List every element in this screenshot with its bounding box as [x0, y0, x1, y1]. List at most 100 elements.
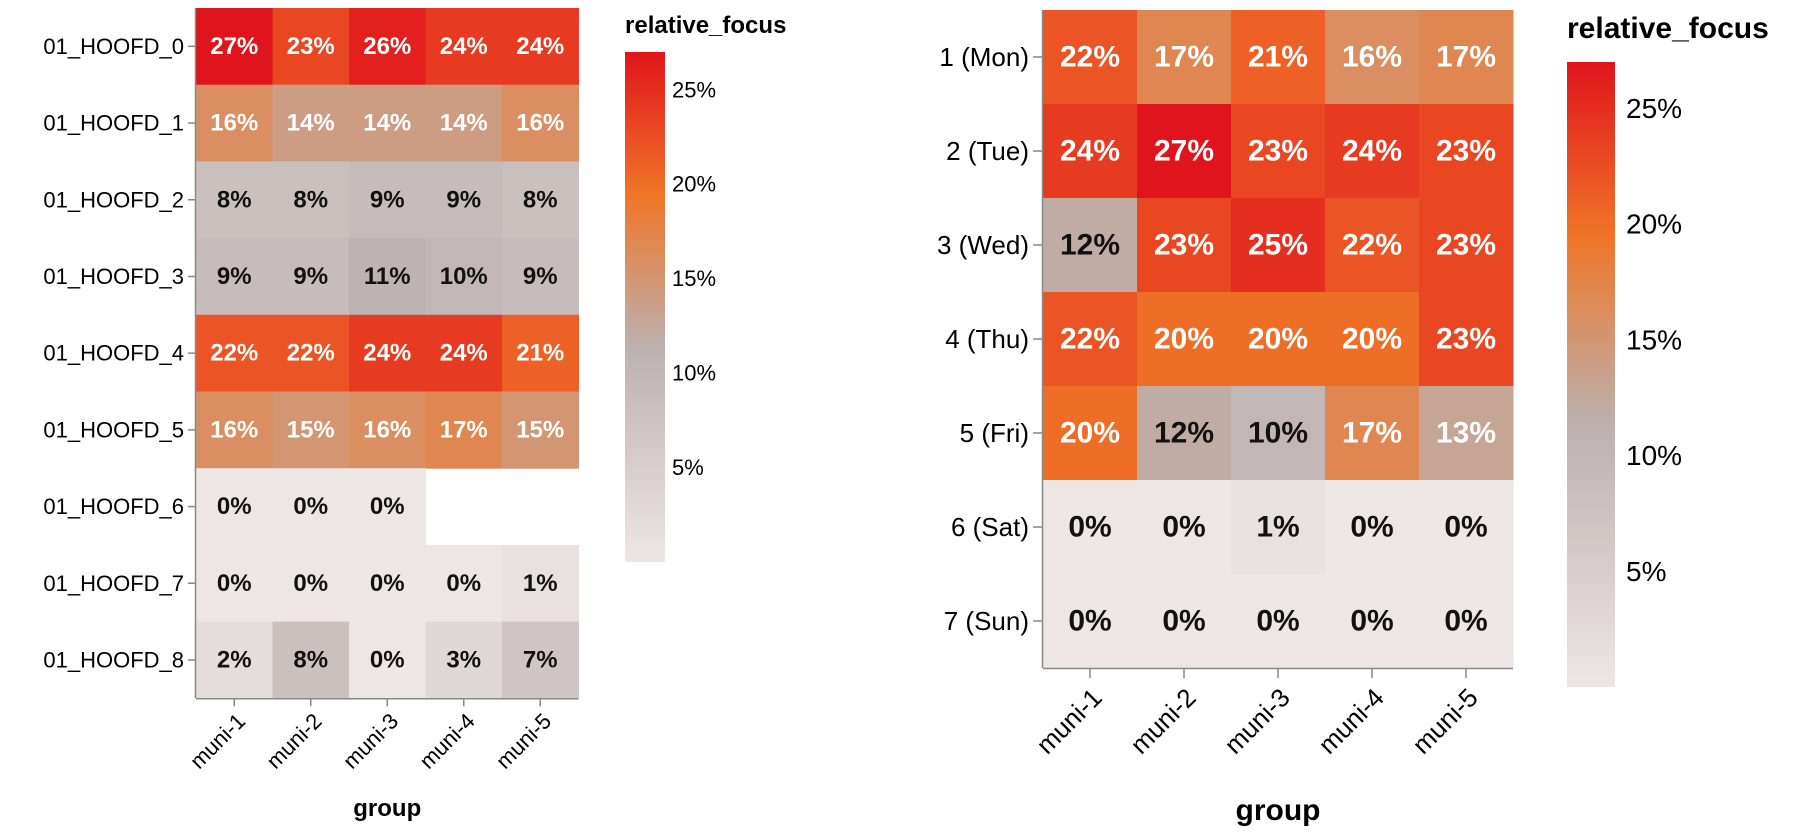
cell-value-label: 9% — [293, 263, 328, 290]
x-tick-label: muni-4 — [414, 708, 479, 773]
heatmap-cell — [1137, 386, 1232, 481]
heatmap-cell — [272, 391, 350, 469]
x-tick-label: muni-4 — [1312, 682, 1389, 759]
cell-value-label: 13% — [1436, 417, 1496, 450]
heatmap-cell — [425, 314, 503, 392]
heatmap-cell — [196, 161, 273, 239]
cell-value-label: 24% — [1342, 135, 1402, 168]
cell-value-label: 0% — [293, 570, 328, 597]
cell-value-label: 0% — [217, 493, 252, 520]
legend-title: relative_focus — [625, 12, 786, 39]
cell-value-label: 0% — [1162, 605, 1205, 638]
heatmap-cell — [196, 8, 273, 86]
heatmap-cell — [349, 314, 426, 392]
heatmap-cell — [272, 544, 350, 623]
heatmap-cell — [1137, 480, 1232, 575]
cell-value-label: 23% — [1436, 229, 1496, 262]
x-tick-label: muni-5 — [491, 708, 556, 773]
cell-value-label: 1% — [1256, 511, 1299, 544]
legend-tick-label: 15% — [1626, 324, 1682, 355]
legend-tick-label: 5% — [672, 455, 704, 480]
legend-color-ramp — [625, 52, 665, 562]
cell-value-label: 12% — [1060, 229, 1120, 262]
heatmap-cell — [1419, 198, 1514, 293]
y-tick-label: 01_HOOFD_5 — [43, 417, 184, 442]
y-tick-label: 1 (Mon) — [939, 42, 1029, 72]
y-tick-label: 01_HOOFD_0 — [43, 34, 184, 59]
cell-value-label: 8% — [523, 186, 558, 213]
cell-value-label: 9% — [217, 263, 252, 290]
cell-value-label: 2% — [217, 646, 252, 673]
cell-value-label: 20% — [1060, 417, 1120, 450]
heatmap-cell — [1137, 10, 1232, 105]
cell-value-label: 27% — [1154, 135, 1214, 168]
heatmap-cell — [196, 468, 273, 546]
heatmap-cell — [1325, 574, 1420, 669]
cell-value-label: 23% — [287, 33, 335, 60]
cell-value-label: 8% — [217, 186, 252, 213]
heatmap-cell — [1043, 198, 1138, 293]
heatmap-cell — [272, 238, 350, 316]
cell-value-label: 21% — [1248, 41, 1308, 74]
y-tick-label: 01_HOOFD_6 — [43, 494, 184, 519]
cell-value-label: 0% — [1256, 605, 1299, 638]
cell-value-label: 9% — [370, 186, 405, 213]
cell-value-label: 0% — [370, 493, 405, 520]
cell-value-label: 15% — [516, 416, 564, 443]
cell-value-label: 16% — [210, 416, 258, 443]
y-tick-label: 4 (Thu) — [945, 324, 1029, 354]
heatmap-cell — [1043, 292, 1138, 387]
heatmap-cell — [1419, 386, 1514, 481]
cell-value-label: 24% — [363, 340, 411, 367]
heatmap-cell — [349, 391, 426, 469]
cell-value-label: 23% — [1436, 135, 1496, 168]
heatmap-cell — [196, 84, 273, 162]
heatmap-cell — [1325, 480, 1420, 575]
cell-value-label: 17% — [1342, 417, 1402, 450]
cell-value-label: 11% — [364, 263, 411, 290]
heatmap-cell — [425, 161, 503, 239]
legend-tick-label: 5% — [1626, 556, 1666, 587]
heatmap-cell — [425, 8, 503, 86]
heatmap-cell — [196, 391, 273, 469]
cell-value-label: 14% — [287, 110, 335, 137]
cell-value-label: 25% — [1248, 229, 1308, 262]
heatmap-cell — [349, 8, 426, 86]
legend-color-ramp — [1567, 62, 1615, 687]
cell-value-label: 22% — [1060, 41, 1120, 74]
cell-value-label: 23% — [1248, 135, 1308, 168]
heatmap-cell — [1419, 480, 1514, 575]
heatmap-cell — [1419, 292, 1514, 387]
legend-tick-label: 10% — [1626, 440, 1682, 471]
x-tick-label: muni-1 — [1030, 682, 1107, 759]
cell-value-label: 14% — [440, 110, 488, 137]
y-tick-label: 01_HOOFD_7 — [43, 571, 184, 596]
cell-value-label: 23% — [1154, 229, 1214, 262]
heatmap-left: 27% 23% 26% 24% 24% 16% 14% 14% 14% 16% 8% 8% 9% 9% 8%… — [43, 8, 786, 822]
cell-value-label: 16% — [363, 416, 411, 443]
heatmap-cell — [1043, 386, 1138, 481]
cell-value-label: 0% — [1068, 605, 1111, 638]
heatmap-cell — [349, 238, 426, 316]
heatmap-cell — [272, 314, 350, 392]
heatmap-cell — [1043, 480, 1138, 575]
cell-value-label: 22% — [1060, 323, 1120, 356]
heatmap-cell — [502, 621, 579, 699]
x-axis-title: group — [353, 795, 421, 822]
heatmap-cell — [1043, 10, 1138, 105]
heatmap-cell — [1137, 292, 1232, 387]
cell-value-label: 0% — [1162, 511, 1205, 544]
y-tick-label: 7 (Sun) — [944, 606, 1029, 636]
cell-value-label: 3% — [446, 646, 481, 673]
cell-value-label: 16% — [516, 110, 564, 137]
y-tick-label: 5 (Fri) — [960, 418, 1029, 448]
heatmap-cell — [1137, 574, 1232, 669]
heatmap-cell — [502, 161, 579, 239]
cell-value-label: 9% — [446, 186, 481, 213]
legend-tick-label: 20% — [672, 172, 716, 197]
cell-value-label: 9% — [523, 263, 558, 290]
cell-value-label: 0% — [370, 646, 405, 673]
cell-value-label: 27% — [210, 33, 258, 60]
heatmap-cell — [425, 391, 503, 469]
cell-value-label: 0% — [1444, 605, 1487, 638]
